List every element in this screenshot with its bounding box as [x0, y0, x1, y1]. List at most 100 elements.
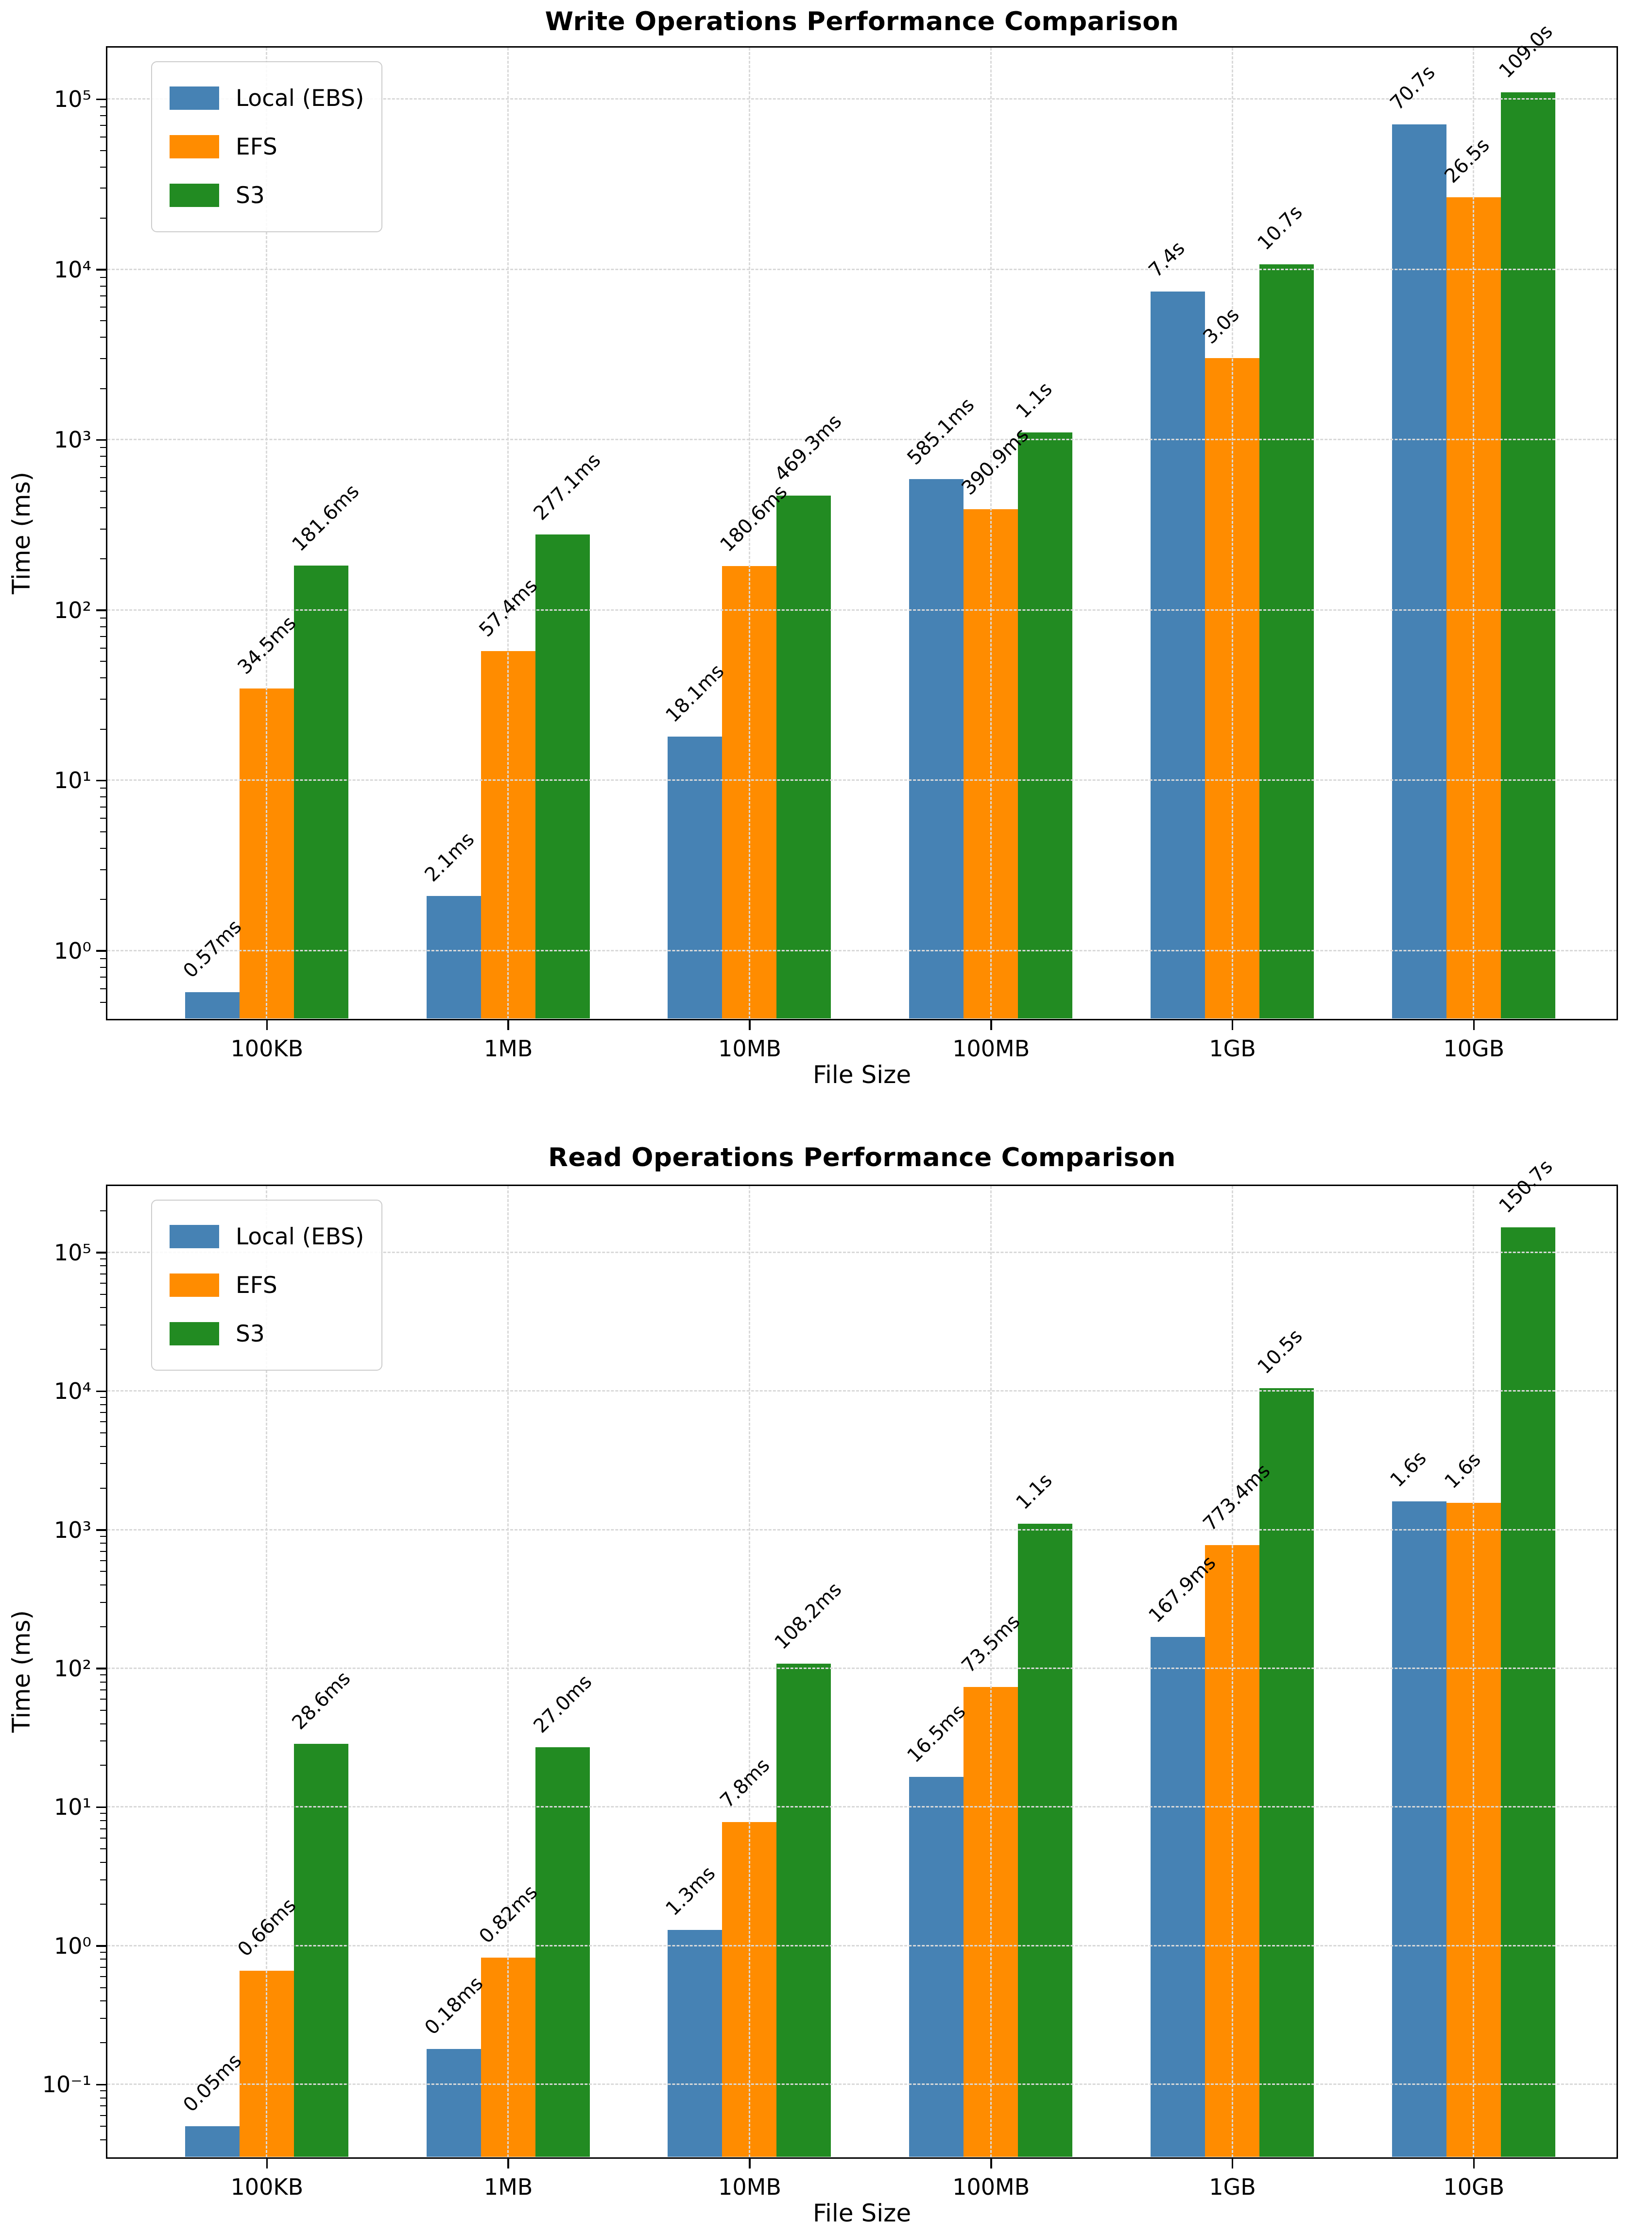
y-axis-minor-tick [100, 796, 106, 798]
bar-efs-10gb [1446, 1502, 1501, 2157]
y-axis-minor-tick [100, 528, 106, 530]
y-axis-minor-tick [100, 1967, 106, 1968]
bar-value-label: 26.5s [1440, 134, 1494, 188]
y-axis-minor-tick [100, 320, 106, 322]
x-axis-tick [266, 1020, 268, 1030]
bar-efs-10gb [1446, 197, 1501, 1018]
y-axis-tick-label: 10⁵ [54, 1239, 91, 1266]
gridline-horizontal [107, 1944, 1617, 1946]
y-axis-minor-tick [100, 285, 106, 287]
bar-value-label: 181.6ms [288, 480, 364, 556]
bar-s3-100mb [1018, 432, 1073, 1018]
y-axis-minor-tick [100, 1699, 106, 1700]
bar-efs-100mb [964, 509, 1018, 1018]
x-axis-tick-label: 100MB [952, 1035, 1030, 1062]
chart-title: Read Operations Performance Comparison [548, 1143, 1176, 1172]
x-axis-tick [507, 2159, 509, 2168]
bar-efs-10mb [722, 566, 777, 1018]
y-axis-minor-tick [100, 2097, 106, 2099]
bar-local-ebs--10mb [668, 1929, 723, 2157]
y-axis-minor-tick [100, 1723, 106, 1724]
x-axis-tick-label: 1GB [1209, 1035, 1256, 1062]
y-axis-tick-label: 10³ [54, 427, 91, 453]
bar-value-label: 585.1ms [903, 394, 979, 470]
y-axis-minor-tick [100, 677, 106, 679]
legend-label: EFS [236, 133, 277, 160]
bar-value-label: 108.2ms [770, 1578, 846, 1654]
y-axis-tick-label: 10⁴ [54, 1378, 91, 1405]
legend-label: S3 [236, 1320, 265, 1347]
bar-efs-1gb [1205, 358, 1260, 1018]
bar-s3-100kb [293, 1743, 348, 2157]
y-axis-minor-tick [100, 166, 106, 168]
gridline-vertical [507, 1186, 509, 2157]
gridline-horizontal [107, 98, 1617, 100]
gridline-vertical [748, 1186, 750, 2157]
y-axis-minor-tick [100, 966, 106, 968]
gridline-vertical [1473, 48, 1475, 1019]
y-axis-minor-tick [100, 1283, 106, 1284]
bar-value-label: 150.7s [1495, 1155, 1557, 1218]
y-axis-minor-tick [100, 869, 106, 870]
y-axis-minor-tick [100, 477, 106, 478]
y-axis-tick [96, 609, 106, 611]
y-axis-minor-tick [100, 1487, 106, 1489]
gridline-vertical [990, 1186, 992, 2157]
x-axis-tick [749, 1020, 751, 1030]
gridline-horizontal [107, 779, 1617, 781]
bar-s3-10gb [1500, 92, 1555, 1018]
y-axis-minor-tick [100, 1601, 106, 1603]
y-axis-minor-tick [100, 1689, 106, 1691]
y-axis-minor-tick [100, 2090, 106, 2092]
bar-efs-1mb [481, 1957, 535, 2157]
bar-s3-10mb [776, 495, 831, 1018]
x-axis-tick-label: 1MB [483, 2174, 533, 2200]
y-axis-minor-tick [100, 307, 106, 308]
bar-value-label: 0.57ms [179, 915, 246, 983]
y-axis-tick [96, 2083, 106, 2086]
bar-value-label: 0.66ms [233, 1894, 301, 1961]
bar-value-label: 7.8ms [716, 1754, 774, 1812]
y-axis-minor-tick [100, 188, 106, 189]
legend-swatch-efs [170, 135, 219, 158]
bar-local-ebs--1mb [426, 2048, 481, 2157]
bar-s3-1gb [1259, 264, 1314, 1018]
y-axis-minor-tick [100, 647, 106, 649]
legend-item-s3: S3 [170, 171, 364, 220]
y-axis-tick [96, 779, 106, 782]
legend-swatch-s3 [170, 184, 219, 207]
y-axis-minor-tick [100, 661, 106, 662]
y-axis-minor-tick [100, 1432, 106, 1434]
y-axis-tick [96, 439, 106, 441]
bar-value-label: 70.7s [1386, 61, 1440, 115]
bar-local-ebs--10mb [668, 736, 723, 1018]
gridline-vertical [1231, 1186, 1233, 2157]
gridline-horizontal [107, 439, 1617, 441]
y-axis-minor-tick [100, 465, 106, 467]
bar-value-label: 3.0s [1199, 304, 1244, 349]
y-axis-minor-tick [100, 358, 106, 359]
write-plot-area: Local (EBS) EFS S3 0.57ms 2.1ms 18.1ms 585.… [106, 20, 1618, 1020]
bar-s3-10gb [1500, 1227, 1555, 2157]
legend-swatch-local-ebs [170, 1225, 219, 1248]
y-axis-minor-tick [100, 1404, 106, 1405]
gridline-horizontal [107, 1667, 1617, 1669]
x-axis-tick [749, 2159, 751, 2168]
y-axis-tick-label: 10⁴ [54, 256, 91, 283]
y-axis-minor-tick [100, 490, 106, 492]
y-axis-tick [96, 1806, 106, 1808]
gridline-vertical [507, 48, 509, 1019]
legend-label: Local (EBS) [236, 1223, 364, 1250]
legend-label: S3 [236, 182, 265, 209]
y-axis-minor-tick [100, 1543, 106, 1544]
x-axis-tick-label: 10MB [718, 1035, 781, 1062]
y-axis-minor-tick [100, 1397, 106, 1398]
legend-item-efs: EFS [170, 122, 364, 171]
bar-value-label: 1.3ms [661, 1861, 720, 1920]
bar-value-label: 773.4ms [1199, 1460, 1275, 1535]
legend-label: EFS [236, 1272, 277, 1299]
bar-value-label: 180.6ms [716, 481, 792, 557]
y-axis-minor-tick [100, 125, 106, 126]
y-axis-minor-tick [100, 2000, 106, 2002]
